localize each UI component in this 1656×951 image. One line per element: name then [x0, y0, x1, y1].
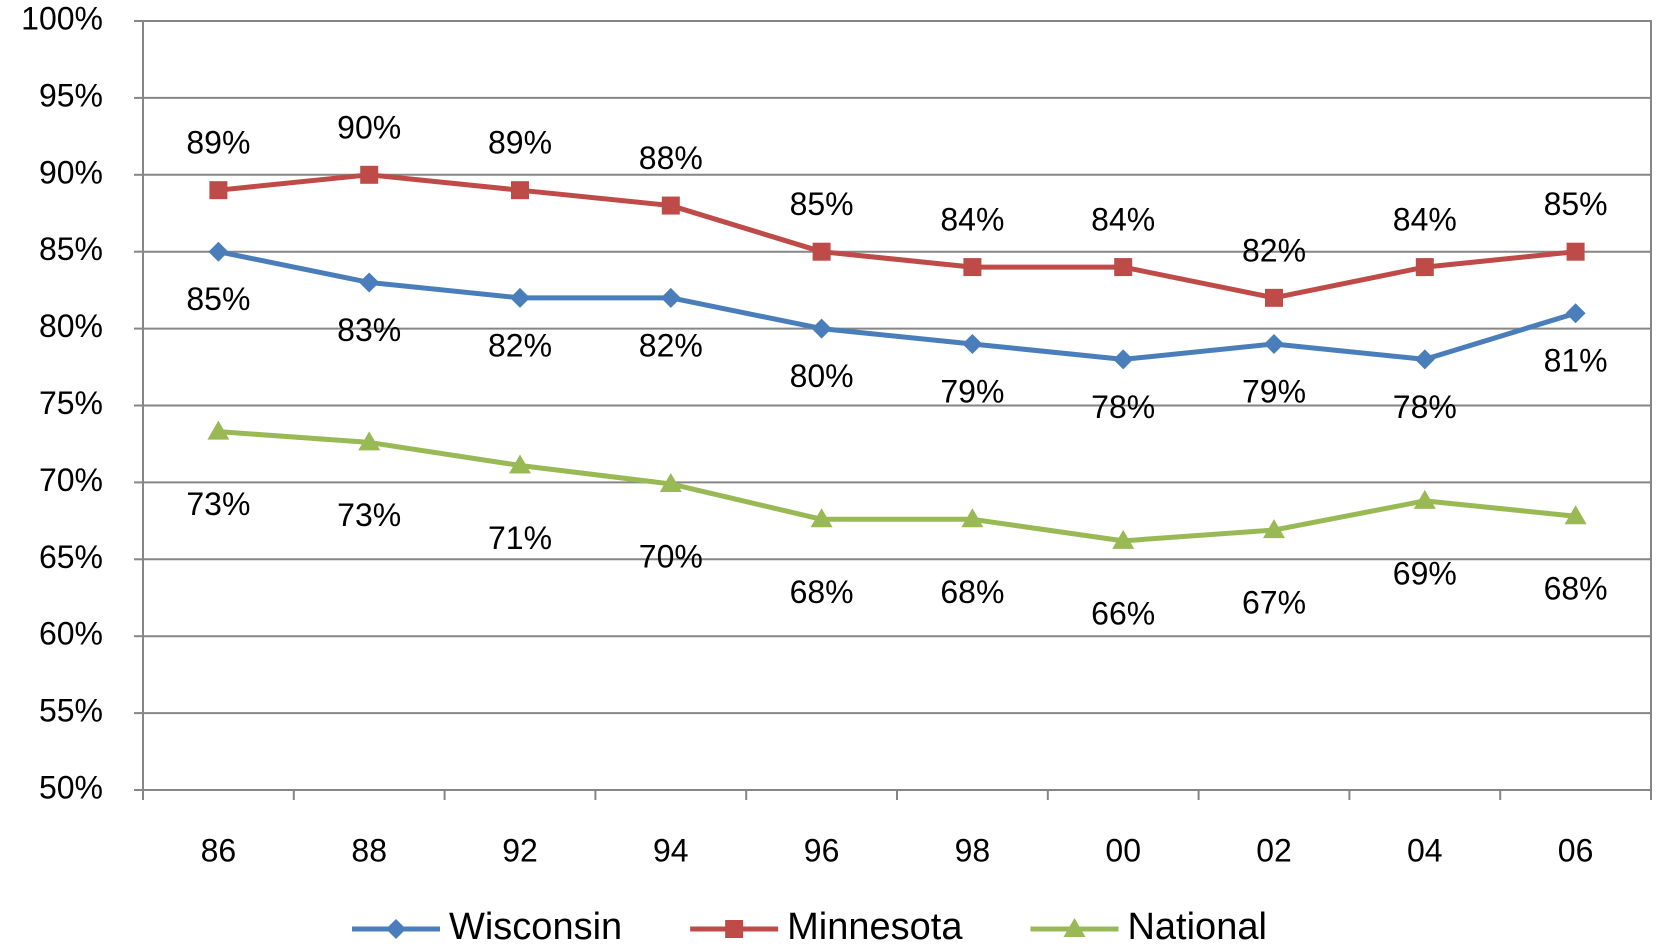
legend-marker: [725, 920, 744, 938]
data-label: 80%: [790, 358, 854, 394]
y-tick-label: 100%: [21, 0, 103, 36]
data-point: [1565, 303, 1586, 324]
data-label: 89%: [488, 125, 552, 161]
data-point: [661, 196, 680, 215]
data-point: [510, 287, 530, 308]
x-tick-label: 88: [351, 832, 387, 868]
data-label: 78%: [1393, 389, 1457, 425]
y-tick-label: 90%: [39, 154, 103, 190]
x-tick-label: 06: [1558, 832, 1594, 868]
y-tick-label: 50%: [39, 769, 103, 805]
data-point: [1265, 288, 1283, 307]
data-label: 71%: [488, 520, 552, 556]
data-label: 82%: [1242, 232, 1306, 268]
data-label: 79%: [940, 373, 1004, 409]
data-label: 78%: [1091, 389, 1155, 425]
data-point: [660, 287, 681, 308]
series-line: [217, 249, 1577, 362]
data-label: 67%: [1242, 585, 1306, 621]
x-tick-label: 86: [201, 832, 237, 868]
y-tick-label: 60%: [39, 616, 103, 652]
data-point: [1113, 349, 1134, 370]
legend-item: National: [1030, 906, 1267, 948]
data-point: [360, 165, 379, 184]
data-label: 85%: [790, 186, 854, 222]
data-label: 82%: [639, 327, 703, 363]
data-label: 85%: [1544, 186, 1608, 222]
data-label: 69%: [1393, 555, 1457, 591]
data-point: [963, 258, 982, 277]
x-tick-label: 02: [1256, 832, 1292, 868]
y-tick-label: 55%: [39, 693, 103, 729]
data-label: 84%: [1393, 202, 1457, 238]
x-tick-label: 04: [1407, 832, 1443, 868]
data-label: 66%: [1091, 595, 1155, 631]
data-point: [1112, 529, 1135, 549]
y-tick-label: 85%: [39, 231, 103, 267]
data-label: 85%: [186, 281, 250, 317]
data-point: [509, 454, 531, 474]
data-point: [659, 472, 682, 492]
y-tick-label: 75%: [39, 385, 103, 421]
legend-marker: [386, 919, 406, 939]
legend-item: Wisconsin: [352, 906, 622, 948]
x-tick-label: 92: [502, 832, 538, 868]
data-point: [1114, 258, 1133, 277]
data-label: 68%: [940, 574, 1004, 610]
series-line: [218, 172, 1576, 301]
data-label: 89%: [186, 125, 250, 161]
data-point: [1564, 505, 1587, 525]
x-tick-label: 94: [653, 832, 689, 868]
data-label: 84%: [1091, 202, 1155, 238]
legend-label: National: [1127, 906, 1266, 948]
y-tick-label: 95%: [39, 77, 103, 113]
data-point: [810, 508, 833, 528]
data-point: [209, 181, 228, 200]
data-label: 90%: [337, 109, 401, 145]
x-tick-label: 98: [955, 832, 991, 868]
data-label: 79%: [1242, 373, 1306, 409]
legend-label: Minnesota: [787, 906, 963, 948]
data-label: 73%: [337, 497, 401, 533]
legend-item: Minnesota: [690, 906, 963, 948]
y-tick-label: 70%: [39, 462, 103, 498]
legend-label: Wisconsin: [449, 906, 622, 948]
data-point: [1415, 258, 1434, 277]
series-line: [218, 429, 1576, 544]
data-label: 84%: [940, 202, 1004, 238]
data-point: [207, 420, 230, 440]
data-point: [1413, 489, 1436, 509]
data-label: 70%: [639, 538, 703, 574]
y-tick-label: 65%: [39, 539, 103, 575]
data-label: 68%: [790, 574, 854, 610]
data-point: [511, 181, 529, 200]
data-point: [962, 333, 983, 354]
data-label: 83%: [337, 312, 401, 348]
data-point: [812, 242, 831, 261]
data-label: 73%: [186, 486, 250, 522]
data-label: 82%: [488, 327, 552, 363]
data-point: [1414, 349, 1435, 370]
data-point: [358, 431, 381, 451]
x-tick-label: 96: [804, 832, 840, 868]
x-tick-label: 00: [1105, 832, 1141, 868]
data-label: 88%: [639, 140, 703, 176]
data-point: [1263, 519, 1285, 539]
data-point: [359, 272, 380, 293]
data-point: [961, 508, 984, 528]
data-point: [1264, 333, 1284, 354]
data-point: [208, 241, 229, 262]
y-tick-label: 80%: [39, 308, 103, 344]
legend-marker: [1063, 918, 1086, 937]
data-label: 68%: [1544, 571, 1608, 607]
data-point: [1566, 242, 1585, 261]
data-label: 81%: [1544, 343, 1608, 379]
data-point: [811, 318, 832, 339]
